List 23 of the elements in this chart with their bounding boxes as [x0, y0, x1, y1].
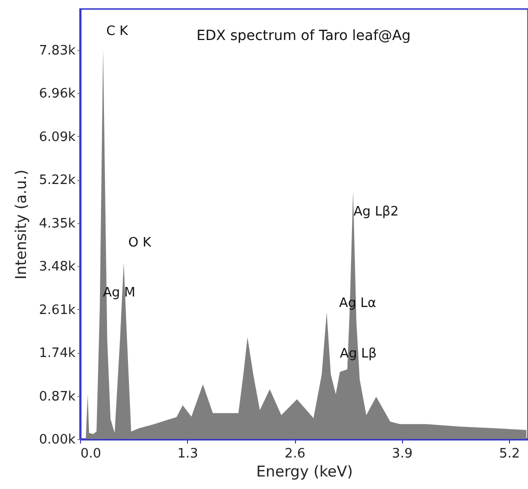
y-tick-label: 5.22k [39, 173, 76, 188]
annotation: C K [106, 24, 128, 39]
annotation: Ag M [102, 285, 136, 300]
y-tick-label: 1.74k [39, 346, 76, 362]
text: EDX spectrum of Taro leaf@Ag [196, 28, 411, 44]
x-tick-label: 2.6 [284, 446, 306, 462]
annotation: Ag Lβ2 [354, 204, 399, 220]
y-tick-label: 6.96k [39, 86, 76, 102]
y-tick-label: 2.61k [39, 302, 76, 318]
x-axis-title: Energy (keV) [256, 462, 353, 480]
y-tick-label: 0.87k [39, 389, 76, 404]
x-tick-label: 0.0 [80, 446, 102, 462]
x-tick-label: 5.2 [499, 446, 520, 462]
y-tick-label: 0.00k [39, 432, 76, 448]
y-tick-label: 7.83k [39, 43, 76, 58]
x-tick-label: 3.9 [392, 446, 413, 462]
y-axis-title: Intensity (a.u.) [12, 170, 30, 280]
annotation: O K [128, 236, 152, 251]
x-tick-label: 1.3 [177, 446, 198, 462]
y-tick-label: 3.48k [39, 260, 76, 275]
y-tick-label: 6.09k [39, 130, 76, 145]
y-tick-label: 4.35k [39, 216, 76, 232]
annotation: Ag Lα [339, 296, 376, 312]
